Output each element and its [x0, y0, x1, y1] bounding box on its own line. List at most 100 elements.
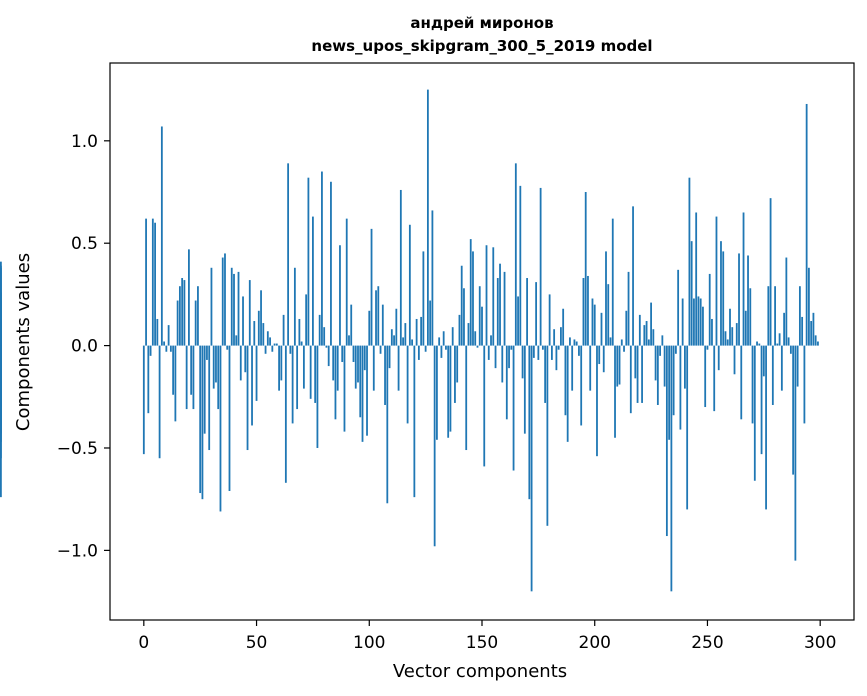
bar-69 — [298, 318, 301, 346]
bar-179 — [546, 345, 549, 526]
bar-201 — [596, 345, 598, 457]
bar-269 — [749, 288, 752, 346]
bar-138 — [454, 345, 456, 403]
bar-55 — [266, 331, 269, 346]
bar-96 — [359, 345, 362, 418]
bar-265 — [740, 345, 743, 420]
bar-140 — [458, 314, 461, 346]
bar-20 — [188, 249, 190, 346]
bar-83 — [330, 181, 332, 346]
bar-256 — [720, 241, 722, 346]
bar-119 — [411, 339, 414, 346]
bar-294 — [805, 103, 808, 346]
bar-262 — [733, 345, 736, 375]
bar-246 — [697, 296, 700, 346]
bar-24 — [197, 286, 199, 346]
bar-251 — [708, 273, 711, 346]
bar-136 — [449, 345, 452, 432]
bar-248 — [702, 306, 704, 346]
bar-56 — [269, 337, 271, 346]
bar-289 — [794, 345, 797, 561]
bar-38 — [228, 345, 231, 491]
bar-276 — [765, 345, 767, 510]
bar-232 — [665, 345, 668, 537]
bar-183 — [555, 345, 558, 371]
y-axis-ticks: −1.0 −0.5 0.0 0.5 1.0 — [57, 132, 110, 561]
bar-173 — [532, 345, 535, 358]
bar-0 — [142, 345, 145, 455]
bar-161 — [505, 345, 508, 420]
bar-6 — [156, 318, 159, 346]
bar-299 — [817, 341, 819, 346]
y-tick-label: 0.0 — [71, 337, 98, 357]
bar-89 — [343, 345, 346, 432]
bar-230 — [661, 335, 664, 346]
bar-213 — [623, 345, 625, 352]
bar-296 — [810, 321, 813, 346]
bar-187 — [564, 345, 567, 416]
bar-125 — [424, 345, 427, 352]
x-tick-label: 200 — [579, 633, 611, 653]
bar-176 — [539, 187, 542, 346]
bar-46 — [246, 345, 249, 451]
bar-165 — [514, 163, 517, 346]
bar-115 — [402, 337, 404, 346]
bar-266 — [742, 212, 745, 346]
bar-225 — [650, 302, 652, 346]
bar-64 — [287, 163, 290, 346]
bar-90 — [345, 218, 348, 346]
bar-93 — [352, 345, 355, 362]
bar-43 — [239, 345, 242, 381]
bar-25 — [199, 345, 202, 494]
bar-47 — [248, 280, 251, 346]
bar-33 — [217, 345, 220, 410]
x-axis-label: Vector components — [393, 661, 567, 682]
bar-175 — [537, 345, 540, 360]
bar-13 — [172, 345, 175, 395]
bar-113 — [397, 345, 400, 391]
y-tick-label: 0.5 — [71, 234, 98, 254]
bar-123 — [420, 316, 423, 346]
bar-71 — [302, 345, 305, 389]
bar-275 — [762, 345, 765, 377]
bar-155 — [492, 247, 495, 346]
bar-233 — [668, 345, 671, 440]
bar-58 — [273, 343, 276, 346]
bar-84 — [332, 345, 335, 381]
bar-162 — [508, 345, 510, 369]
bar-236 — [674, 345, 677, 354]
bar-105 — [379, 345, 382, 354]
bar-231 — [663, 345, 666, 387]
chart-subtitle: news_upos_skipgram_300_5_2019 model — [311, 37, 652, 55]
bar-59 — [275, 343, 278, 346]
bar-295 — [808, 267, 810, 346]
bar-286 — [787, 337, 790, 346]
bar-35 — [221, 257, 224, 346]
bar-206 — [607, 284, 610, 346]
bar-215 — [627, 271, 630, 346]
bar-16 — [178, 286, 181, 346]
bar-224 — [647, 339, 650, 346]
bar-53 — [262, 323, 265, 346]
bar-148 — [476, 345, 479, 348]
bar-67 — [293, 267, 296, 346]
bar-227 — [654, 345, 657, 381]
bar-205 — [605, 251, 607, 346]
bar-212 — [620, 339, 623, 346]
bar-194 — [580, 345, 583, 426]
bar-218 — [634, 345, 637, 379]
bar-145 — [469, 239, 472, 346]
bar-undefined — [0, 345, 2, 383]
bar-18 — [183, 280, 186, 346]
bar-44 — [242, 296, 244, 346]
bar-169 — [523, 345, 526, 434]
bar-21 — [190, 345, 193, 395]
bar-270 — [751, 345, 754, 424]
bar-75 — [312, 216, 314, 346]
bar-26 — [201, 345, 204, 500]
bar-143 — [465, 345, 468, 451]
bar-164 — [512, 345, 515, 471]
bar-undefined — [0, 345, 2, 498]
bar-203 — [600, 312, 603, 346]
